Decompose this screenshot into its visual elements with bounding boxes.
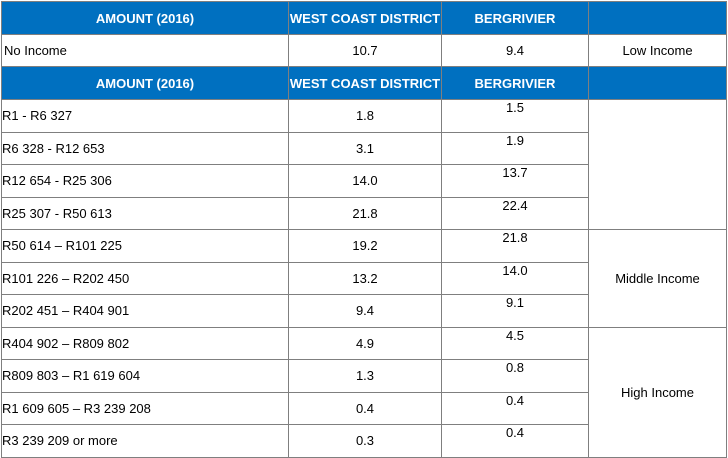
table-row: R404 902 – R809 802 4.9 4.5 High Income <box>1 326 727 458</box>
bergrivier-value: 1.9 <box>441 131 589 165</box>
row-label: R25 307 - R50 613 <box>1 196 289 230</box>
row-label: R202 451 – R404 901 <box>1 294 289 328</box>
west-coast-value: 0.3 <box>288 424 442 458</box>
bergrivier-value: 0.4 <box>441 391 589 425</box>
west-coast-value: 0.4 <box>288 391 442 425</box>
row-label: R12 654 - R25 306 <box>1 164 289 198</box>
west-coast-value: 1.8 <box>288 99 442 133</box>
table-row: R202 451 – R404 901 9.4 9.1 <box>1 294 727 328</box>
west-coast-value: 19.2 <box>288 229 442 263</box>
table-row: R101 226 – R202 450 13.2 14.0 <box>1 261 727 295</box>
band-high-income: High Income <box>588 326 727 458</box>
west-coast-value: 13.2 <box>288 261 442 295</box>
header-west-coast: WEST COAST DISTRICT <box>288 1 442 35</box>
west-coast-value: 3.1 <box>288 131 442 165</box>
header-bergrivier: BERGRIVIER <box>441 1 589 35</box>
bergrivier-value: 1.5 <box>441 99 589 133</box>
header-row: AMOUNT (2016) WEST COAST DISTRICT BERGRI… <box>1 1 727 35</box>
row-label: No Income <box>1 34 289 67</box>
west-coast-value: 14.0 <box>288 164 442 198</box>
bergrivier-value: 0.8 <box>441 359 589 393</box>
row-label: R6 328 - R12 653 <box>1 131 289 165</box>
bergrivier-value: 9.1 <box>441 294 589 328</box>
header-row: AMOUNT (2016) WEST COAST DISTRICT BERGRI… <box>1 66 727 100</box>
band-middle-income: Middle Income <box>588 229 727 328</box>
bergrivier-value: 4.5 <box>441 326 589 360</box>
table-row: No Income 10.7 9.4 Low Income <box>1 34 727 67</box>
header-amount: AMOUNT (2016) <box>1 1 289 35</box>
table-row: R6 328 - R12 653 3.1 1.9 <box>1 131 727 165</box>
bergrivier-value: 0.4 <box>441 424 589 458</box>
bergrivier-value: 22.4 <box>441 196 589 230</box>
bergrivier-value: 14.0 <box>441 261 589 295</box>
bergrivier-value: 9.4 <box>441 34 589 67</box>
bergrivier-value: 13.7 <box>441 164 589 198</box>
bergrivier-value: 21.8 <box>441 229 589 263</box>
table-row: R809 803 – R1 619 604 1.3 0.8 <box>1 359 727 393</box>
table-row: R50 614 – R101 225 19.2 21.8 Middle Inco… <box>1 229 727 328</box>
row-label: R404 902 – R809 802 <box>1 326 289 360</box>
table-row: R1 - R6 327 1.8 1.5 <box>1 99 727 230</box>
header-band <box>588 1 727 35</box>
row-label: R1 609 605 – R3 239 208 <box>1 391 289 425</box>
table-row: R1 609 605 – R3 239 208 0.4 0.4 <box>1 391 727 425</box>
west-coast-value: 21.8 <box>288 196 442 230</box>
table-row: R12 654 - R25 306 14.0 13.7 <box>1 164 727 198</box>
west-coast-value: 1.3 <box>288 359 442 393</box>
header-amount: AMOUNT (2016) <box>1 66 289 100</box>
header-bergrivier: BERGRIVIER <box>441 66 589 100</box>
row-label: R101 226 – R202 450 <box>1 261 289 295</box>
row-label: R809 803 – R1 619 604 <box>1 359 289 393</box>
west-coast-value: 4.9 <box>288 326 442 360</box>
row-label: R3 239 209 or more <box>1 424 289 458</box>
table-row: R25 307 - R50 613 21.8 22.4 <box>1 196 727 230</box>
band-low-income: Low Income <box>588 34 727 67</box>
row-label: R50 614 – R101 225 <box>1 229 289 263</box>
header-band <box>588 66 727 100</box>
row-label: R1 - R6 327 <box>1 99 289 133</box>
band-blank <box>588 99 727 230</box>
west-coast-value: 10.7 <box>288 34 442 67</box>
west-coast-value: 9.4 <box>288 294 442 328</box>
header-west-coast: WEST COAST DISTRICT <box>288 66 442 100</box>
